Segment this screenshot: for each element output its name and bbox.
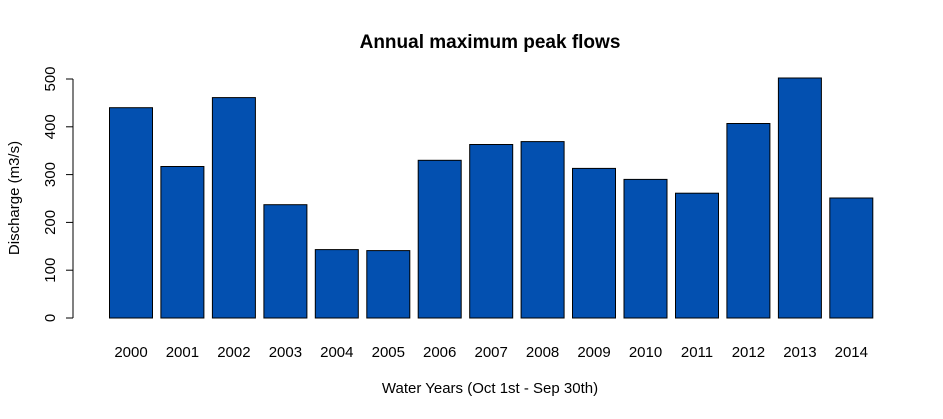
x-tick-label: 2001 [166, 344, 199, 361]
bar-2003 [263, 204, 308, 319]
bar-2006 [417, 159, 462, 319]
x-tick-labels: 2000 2001 2002 2003 2004 2005 2006 2007 2008 2009… [114, 344, 868, 361]
x-tick-label: 2006 [423, 344, 456, 361]
bars-group [109, 77, 874, 319]
x-tick-label: 2005 [372, 344, 405, 361]
x-axis-label: Water Years (Oct 1st - Sep 30th) [382, 380, 598, 397]
bar-2000 [109, 107, 153, 319]
bar-2012 [726, 123, 771, 319]
x-tick-label: 2003 [269, 344, 302, 361]
bar-2002 [211, 97, 256, 319]
bar-2009 [572, 167, 616, 319]
y-tick-label: 200 [42, 210, 59, 235]
x-tick-label: 2011 [681, 344, 713, 361]
x-tick-label: 2002 [217, 344, 250, 361]
x-tick-label: 2013 [783, 344, 816, 361]
x-tick-label: 2004 [320, 344, 353, 361]
x-tick-label: 2014 [835, 344, 868, 361]
x-tick-label: 2010 [629, 344, 662, 361]
x-tick-label: 2009 [577, 344, 610, 361]
y-tick-label: 400 [42, 114, 59, 139]
bar-2007 [469, 144, 514, 319]
bar-2005 [366, 250, 411, 319]
y-tick-label: 100 [42, 258, 59, 283]
y-axis: 0 100 200 300 400 500 [42, 66, 74, 322]
bar-2004 [314, 249, 359, 319]
y-tick-label: 0 [42, 314, 59, 322]
bar-2011 [675, 192, 719, 319]
bar-2010 [623, 178, 668, 319]
x-tick-label: 2012 [732, 344, 765, 361]
y-tick-label: 500 [42, 66, 59, 91]
y-tick-label: 300 [42, 162, 59, 187]
x-tick-label: 2008 [526, 344, 559, 361]
bar-2008 [520, 141, 565, 319]
bar-2001 [160, 166, 205, 319]
x-tick-label: 2007 [475, 344, 508, 361]
chart-title: Annual maximum peak flows [360, 32, 621, 53]
bar-2014 [829, 197, 874, 319]
x-tick-label: 2000 [114, 344, 147, 361]
bar-2013 [777, 77, 822, 319]
y-axis-label: Discharge (m3/s) [6, 141, 23, 255]
